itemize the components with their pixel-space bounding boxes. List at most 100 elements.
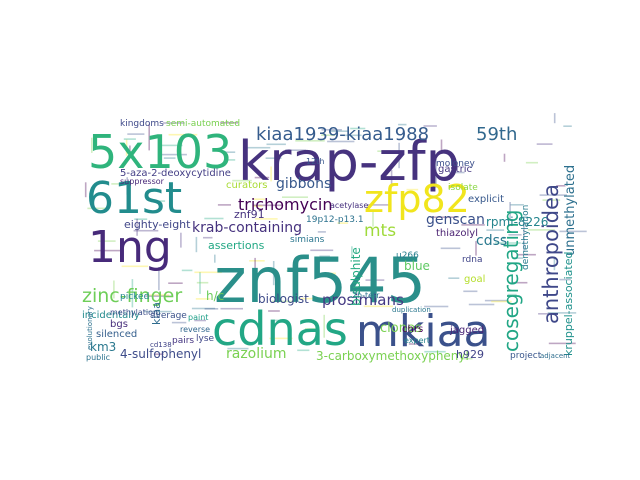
filler-mark (468, 303, 495, 306)
filler-mark (125, 139, 128, 156)
filler-mark (254, 176, 270, 179)
filler-mark (424, 305, 449, 308)
cloud-word: 19p12-p13.1 (306, 215, 364, 225)
filler-mark (123, 138, 136, 140)
filler-mark (510, 204, 524, 206)
cloud-word: explicit (468, 194, 504, 205)
cloud-word: znf91 (234, 208, 265, 221)
cloud-word: gastric (438, 164, 472, 175)
cloud-word: blue (404, 259, 430, 273)
filler-mark (158, 266, 160, 291)
filler-mark (330, 130, 348, 132)
cloud-word: znf545 (214, 244, 426, 317)
filler-mark (171, 321, 187, 324)
filler-mark (423, 125, 437, 127)
filler-mark (402, 330, 405, 341)
cloud-word: razolium (226, 346, 287, 362)
filler-mark (536, 143, 553, 145)
cloud-word: average (150, 311, 187, 321)
filler-mark (199, 271, 201, 294)
filler-mark (343, 134, 362, 137)
filler-mark (144, 310, 172, 313)
cloud-word: bisulphite (349, 247, 363, 306)
cloud-word: lyse (196, 334, 215, 344)
filler-mark (321, 129, 342, 131)
filler-mark (181, 269, 193, 272)
cloud-word: moloney (436, 159, 476, 169)
cloud-word: kiaa1939-kiaa1988 (256, 124, 429, 145)
cloud-word: 59th (476, 124, 517, 145)
filler-mark (153, 353, 164, 355)
filler-mark (350, 127, 366, 130)
cloud-word: rpmi-8226 (486, 215, 548, 229)
filler-mark (351, 246, 353, 257)
filler-mark (195, 236, 198, 253)
filler-mark (516, 253, 536, 256)
filler-mark (163, 122, 185, 124)
filler-mark (372, 210, 374, 227)
cloud-word: cdnas (212, 302, 348, 356)
cloud-word: trichomycin (238, 195, 332, 214)
filler-mark (91, 137, 93, 153)
cloud-word: mkiaa (356, 306, 491, 357)
cloud-word: silenced (96, 329, 137, 340)
cloud-word: 1ng (88, 222, 172, 273)
cloud-word: 61st (86, 173, 182, 224)
cloud-word: krab-containing (192, 220, 302, 236)
filler-mark (111, 183, 131, 185)
filler-mark (217, 204, 231, 206)
filler-mark (87, 207, 109, 210)
filler-mark (495, 242, 521, 244)
cloud-word: kruppel-associated (562, 252, 575, 356)
cloud-word: acetylase (330, 201, 368, 210)
filler-mark (527, 229, 555, 231)
cloud-word: simians (290, 235, 325, 245)
cloud-word: rdna (462, 255, 482, 265)
filler-mark (134, 218, 148, 220)
filler-mark (161, 144, 183, 147)
filler-mark (548, 342, 576, 345)
cloud-word: u266 (396, 251, 419, 261)
cloud-word: paint (188, 313, 208, 322)
filler-mark (559, 230, 587, 233)
filler-mark (367, 204, 390, 206)
filler-mark (408, 343, 421, 345)
cloud-word: zinc-finger (82, 285, 182, 307)
cloud-word: suppressor (120, 177, 165, 186)
filler-mark (203, 236, 213, 239)
filler-mark (204, 308, 219, 310)
filler-mark (214, 254, 216, 263)
filler-mark (131, 279, 134, 308)
filler-mark (323, 314, 325, 338)
filler-mark (484, 299, 508, 302)
filler-mark (227, 347, 249, 350)
filler-mark (268, 310, 280, 312)
cloud-word: h/c (206, 289, 224, 303)
filler-mark (253, 198, 265, 200)
filler-mark (194, 271, 222, 274)
cloud-word: assertions (208, 239, 265, 252)
filler-mark (462, 357, 473, 360)
cloud-word: public (86, 353, 110, 362)
cloud-word: genscan (426, 212, 485, 228)
filler-mark (194, 319, 206, 322)
filler-mark (542, 199, 561, 201)
filler-mark (310, 249, 334, 252)
filler-mark (475, 241, 477, 256)
filler-mark (509, 201, 511, 221)
cloud-word: pairs (172, 336, 194, 346)
filler-mark (195, 298, 211, 300)
filler-mark (398, 123, 407, 126)
cloud-background (82, 118, 568, 363)
cloud-word: krap-zfp (238, 130, 460, 193)
filler-mark (295, 140, 325, 142)
filler-mark (265, 157, 282, 159)
filler-mark (327, 140, 355, 143)
cloud-word: cdss (476, 233, 507, 249)
filler-mark (491, 300, 512, 303)
filler-mark (191, 307, 216, 310)
cloud-word: anthropoidea (539, 184, 563, 324)
cloud-word: h929 (456, 348, 484, 361)
cloud-word: prosimians (322, 291, 404, 309)
filler-mark (266, 143, 286, 146)
